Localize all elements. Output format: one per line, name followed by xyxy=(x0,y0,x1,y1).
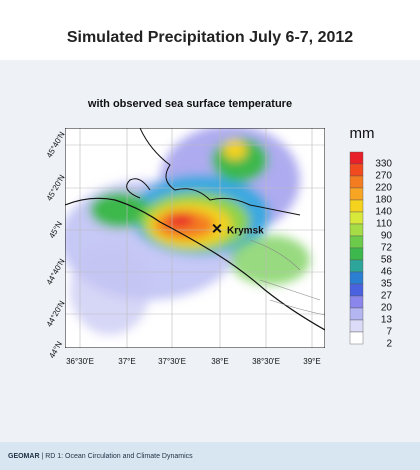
colorbar-label: 58 xyxy=(381,255,393,266)
colorbar-label: 72 xyxy=(381,243,393,254)
title: Simulated Precipitation July 6-7, 2012 xyxy=(67,29,353,46)
colorbar-swatch xyxy=(349,199,364,213)
colorbar-swatch xyxy=(349,223,364,237)
colorbar-swatch xyxy=(349,151,364,165)
colorbar-label: 7 xyxy=(386,327,392,338)
legend-unit: mm xyxy=(350,125,375,142)
colorbar-label: 46 xyxy=(381,267,393,278)
colorbar-label: 220 xyxy=(375,183,392,194)
footer-bg xyxy=(0,442,420,470)
lon-label: 38°30'E xyxy=(252,357,280,366)
header-bg xyxy=(0,0,420,60)
colorbar-label: 35 xyxy=(381,279,393,290)
marker-icon: ✕ xyxy=(211,221,223,237)
colorbar-swatch xyxy=(349,331,364,345)
colorbar-label: 27 xyxy=(381,291,393,302)
lon-label: 39°E xyxy=(303,357,320,366)
colorbar-swatch xyxy=(349,187,364,201)
footer: GEOMAR | RD 1: Ocean Circulation and Cli… xyxy=(8,453,193,460)
lon-label: 38°E xyxy=(211,357,228,366)
colorbar-label: 13 xyxy=(381,315,393,326)
colorbar-swatch xyxy=(349,235,364,249)
colorbar-label: 20 xyxy=(381,303,393,314)
colorbar-label: 270 xyxy=(375,171,392,182)
colorbar-label: 2 xyxy=(386,339,392,350)
colorbar-swatch xyxy=(349,319,364,333)
subtitle: with observed sea surface temperature xyxy=(87,98,292,110)
marker-label: Krymsk xyxy=(227,226,264,237)
colorbar-swatch xyxy=(349,295,364,309)
lon-label: 37°E xyxy=(118,357,135,366)
lon-label: 36°30'E xyxy=(66,357,94,366)
colorbar-label: 90 xyxy=(381,231,393,242)
colorbar-swatch xyxy=(349,259,364,273)
colorbar-swatch xyxy=(349,211,364,225)
colorbar-swatch xyxy=(349,163,364,177)
colorbar-swatch xyxy=(349,283,364,297)
colorbar-swatch xyxy=(349,271,364,285)
lon-labels: 36°30'E 37°E 37°30'E 38°E 38°30'E 39°E xyxy=(66,357,321,366)
colorbar-swatch xyxy=(349,307,364,321)
footer-text: | RD 1: Ocean Circulation and Climate Dy… xyxy=(41,453,193,460)
colorbar-label: 330 xyxy=(375,159,392,170)
lon-label: 37°30'E xyxy=(158,357,186,366)
footer-brand: GEOMAR xyxy=(8,453,40,460)
colorbar-swatch xyxy=(349,247,364,261)
map xyxy=(65,128,325,348)
colorbar-label: 110 xyxy=(376,219,392,230)
colorbar-label: 140 xyxy=(375,207,392,218)
colorbar-swatch xyxy=(349,175,364,189)
colorbar-label: 180 xyxy=(375,195,392,206)
